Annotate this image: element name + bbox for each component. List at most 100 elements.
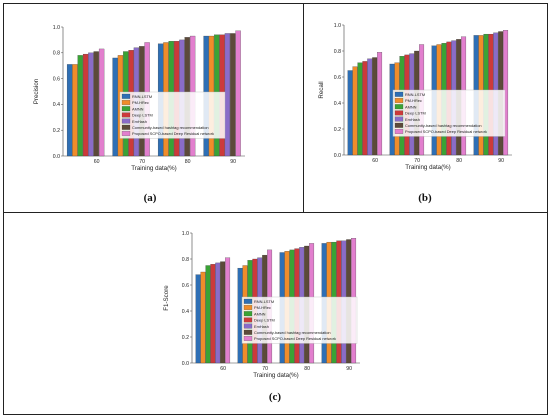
y-tick-label: 0.6: [334, 75, 341, 81]
legend-swatch: [121, 106, 131, 112]
bar: [77, 55, 83, 157]
y-tick-label: 0.2: [53, 128, 60, 134]
bar: [195, 274, 201, 364]
x-tick-label: 80: [185, 159, 191, 165]
legend-box: [119, 91, 226, 139]
bar: [237, 267, 243, 364]
legend-entry: RNN-LSTM: [405, 92, 425, 97]
y-tick-label: 0.6: [53, 76, 60, 82]
legend-entry: EmHash: [254, 324, 269, 329]
y-tick-label: 1.0: [53, 25, 60, 31]
x-tick-label: 70: [414, 158, 420, 164]
figure-frame-bottom: [3, 212, 548, 415]
bar: [88, 52, 94, 157]
x-tick-label: 80: [456, 158, 462, 164]
y-axis-label: Precision: [33, 78, 40, 104]
legend-entry: Proposed SCPO-based Deep Residual networ…: [405, 129, 487, 134]
legend-entry: Community-based hashtag recommendation: [132, 125, 209, 130]
legend-entry: PM-HRec: [254, 305, 271, 310]
legend-swatch: [394, 91, 404, 97]
legend-swatch: [394, 129, 404, 134]
bar: [352, 66, 358, 156]
legend-swatch: [121, 100, 131, 105]
bar: [357, 62, 363, 156]
x-tick-label: 90: [230, 159, 236, 165]
legend-swatch: [121, 124, 131, 130]
x-tick-label: 60: [372, 158, 378, 164]
bar: [93, 51, 99, 157]
legend-entry: AMNN: [405, 104, 417, 109]
legend-swatch: [121, 112, 131, 118]
panel-label-a: (a): [143, 192, 157, 204]
bar: [82, 53, 89, 157]
legend-swatch: [394, 110, 404, 116]
legend-swatch: [394, 122, 404, 128]
y-tick-label: 0.4: [182, 309, 189, 315]
x-tick-label: 60: [220, 366, 226, 372]
bar: [377, 52, 383, 156]
legend-swatch: [121, 131, 131, 136]
legend-swatch: [243, 317, 253, 323]
legend-entry: RNN-LSTM: [132, 94, 152, 99]
y-tick-label: 0.2: [334, 127, 341, 133]
legend-swatch: [121, 93, 131, 99]
bar: [362, 61, 368, 156]
legend-swatch: [394, 98, 404, 103]
y-axis-label: Recall: [318, 81, 325, 98]
chart-2-group: 0.0 0.2 0.4 0.6 0.8 1.0 60 70 80 90 Training data(…: [163, 231, 360, 379]
x-tick-label: 70: [139, 159, 145, 165]
bar: [215, 262, 221, 364]
y-tick-label: 0.0: [334, 153, 341, 159]
legend-entry: RNN-LSTM: [254, 299, 274, 304]
legend-entry: AMNN: [132, 106, 144, 111]
panel-label-b: (b): [418, 192, 432, 204]
bar: [112, 57, 118, 157]
bar: [225, 257, 231, 364]
x-tick-label: 80: [304, 366, 310, 372]
y-tick-label: 0.6: [182, 283, 189, 289]
legend-entry: EmHash: [132, 119, 147, 124]
chart-1-group: 0.0 0.2 0.4 0.6 0.8 1.0 60 70 80 90 Training data(…: [318, 23, 512, 171]
y-tick-label: 0.4: [334, 101, 341, 107]
y-tick-label: 1.0: [334, 23, 341, 29]
legend-swatch: [394, 116, 404, 122]
legend-swatch: [243, 323, 253, 329]
legend-entry: PM-HRec: [132, 100, 149, 105]
bar: [347, 70, 353, 156]
x-axis-label: Training data(%): [253, 372, 299, 379]
bar: [200, 271, 206, 364]
legend-swatch: [121, 118, 131, 124]
legend-swatch: [243, 298, 253, 304]
y-tick-label: 0.4: [53, 102, 60, 108]
legend-entry: EmHash: [405, 117, 420, 122]
legend-swatch: [394, 104, 404, 110]
legend-swatch: [243, 329, 253, 335]
y-tick-label: 0.8: [53, 51, 60, 57]
chart-0-group: 0.0 0.2 0.4 0.6 0.8 1.0 60 70 80 90 Training data(…: [33, 25, 245, 172]
legend-entry: Deep LSTM: [132, 113, 153, 118]
legend-entry: Community-based hashtag recommendation: [254, 330, 331, 335]
bar: [205, 265, 211, 364]
bar: [210, 264, 216, 364]
bar: [367, 58, 373, 156]
x-axis-label: Training data(%): [405, 164, 451, 171]
bar: [230, 33, 236, 157]
x-tick-label: 60: [94, 159, 100, 165]
y-tick-label: 0.8: [334, 49, 341, 55]
legend-swatch: [243, 305, 253, 310]
y-tick-label: 0.2: [182, 335, 189, 341]
x-tick-label: 70: [262, 366, 268, 372]
bar: [224, 33, 231, 157]
x-tick-label: 90: [498, 158, 504, 164]
legend-box: [241, 296, 358, 344]
legend-entry: Proposed SCPO-based Deep Residual networ…: [132, 131, 214, 136]
legend-swatch: [243, 311, 253, 317]
bar: [235, 30, 241, 157]
bar: [66, 64, 73, 157]
legend-entry: Community-based hashtag recommendation: [405, 123, 482, 128]
y-tick-label: 0.0: [182, 361, 189, 367]
bar: [72, 64, 78, 157]
legend-entry: PM-HRec: [405, 98, 422, 103]
bar: [372, 57, 378, 156]
